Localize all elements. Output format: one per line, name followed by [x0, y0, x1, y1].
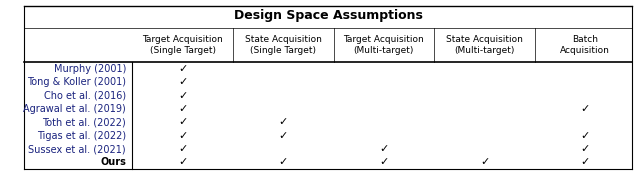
Text: Tong & Koller (2001): Tong & Koller (2001)	[27, 77, 126, 87]
Text: ✓: ✓	[580, 104, 590, 114]
Text: ✓: ✓	[178, 64, 188, 74]
Text: Batch
Acquisition: Batch Acquisition	[560, 35, 610, 55]
Text: Tigas et al. (2022): Tigas et al. (2022)	[37, 131, 126, 141]
Text: ✓: ✓	[580, 131, 590, 141]
Text: Murphy (2001): Murphy (2001)	[54, 64, 126, 74]
Text: ✓: ✓	[480, 157, 489, 168]
Text: ✓: ✓	[580, 157, 590, 168]
Text: ✓: ✓	[380, 157, 388, 168]
Text: ✓: ✓	[278, 157, 288, 168]
Text: ✓: ✓	[178, 131, 188, 141]
Text: ✓: ✓	[178, 104, 188, 114]
Text: Target Acquisition
(Multi-target): Target Acquisition (Multi-target)	[344, 35, 424, 55]
Text: Toth et al. (2022): Toth et al. (2022)	[42, 117, 126, 127]
Text: ✓: ✓	[380, 144, 388, 154]
Text: ✓: ✓	[178, 117, 188, 127]
Text: ✓: ✓	[278, 117, 288, 127]
Text: Sussex et al. (2021): Sussex et al. (2021)	[28, 144, 126, 154]
Text: Ours: Ours	[100, 157, 126, 168]
Text: Cho et al. (2016): Cho et al. (2016)	[44, 91, 126, 101]
Text: ✓: ✓	[178, 157, 188, 168]
Text: ✓: ✓	[278, 131, 288, 141]
Text: Design Space Assumptions: Design Space Assumptions	[234, 9, 422, 22]
Text: ✓: ✓	[580, 144, 590, 154]
Text: Agrawal et al. (2019): Agrawal et al. (2019)	[23, 104, 126, 114]
Text: State Acquisition
(Multi-target): State Acquisition (Multi-target)	[446, 35, 523, 55]
Text: ✓: ✓	[178, 77, 188, 87]
Text: ✓: ✓	[178, 144, 188, 154]
Text: ✓: ✓	[178, 91, 188, 101]
Text: Target Acquisition
(Single Target): Target Acquisition (Single Target)	[142, 35, 223, 55]
Text: State Acquisition
(Single Target): State Acquisition (Single Target)	[245, 35, 322, 55]
